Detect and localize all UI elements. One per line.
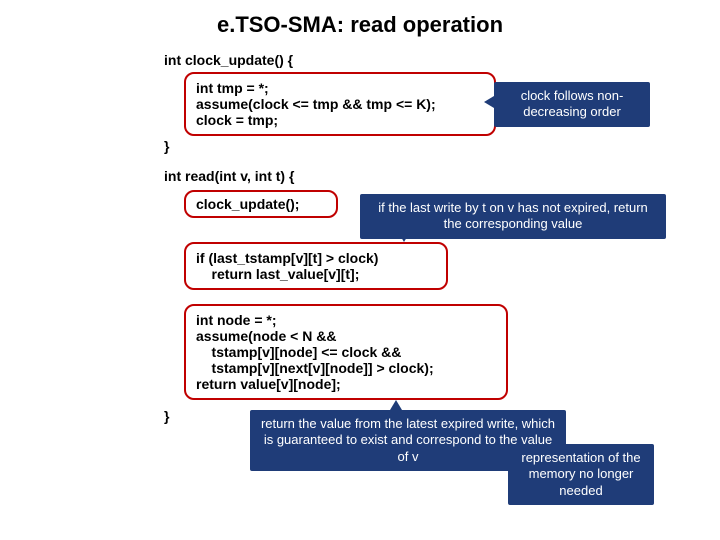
func2-body2-box: if (last_tstamp[v][t] > clock) return la… bbox=[184, 242, 448, 290]
func2-body1-box: clock_update(); bbox=[184, 190, 338, 218]
callout-mem: representation of the memory no longer n… bbox=[508, 444, 654, 505]
func1-body-box: int tmp = *; assume(clock <= tmp && tmp … bbox=[184, 72, 496, 136]
func2-close: } bbox=[164, 408, 169, 424]
slide-title: e.TSO-SMA: read operation bbox=[0, 12, 720, 38]
func1-close: } bbox=[164, 138, 169, 154]
func1-signature: int clock_update() { bbox=[164, 52, 293, 68]
callout-clock: clock follows non-decreasing order bbox=[494, 82, 650, 127]
callout-lastwrite-tail bbox=[398, 232, 410, 242]
callout-latest-tail bbox=[390, 400, 402, 410]
func2-body3: int node = *; assume(node < N && tstamp[… bbox=[196, 312, 496, 392]
func2-signature: int read(int v, int t) { bbox=[164, 168, 294, 184]
func2-body2: if (last_tstamp[v][t] > clock) return la… bbox=[196, 250, 436, 282]
func1-body: int tmp = *; assume(clock <= tmp && tmp … bbox=[196, 80, 484, 128]
func2-body3-box: int node = *; assume(node < N && tstamp[… bbox=[184, 304, 508, 400]
callout-clock-tail bbox=[484, 96, 494, 108]
func2-body1: clock_update(); bbox=[196, 196, 326, 212]
